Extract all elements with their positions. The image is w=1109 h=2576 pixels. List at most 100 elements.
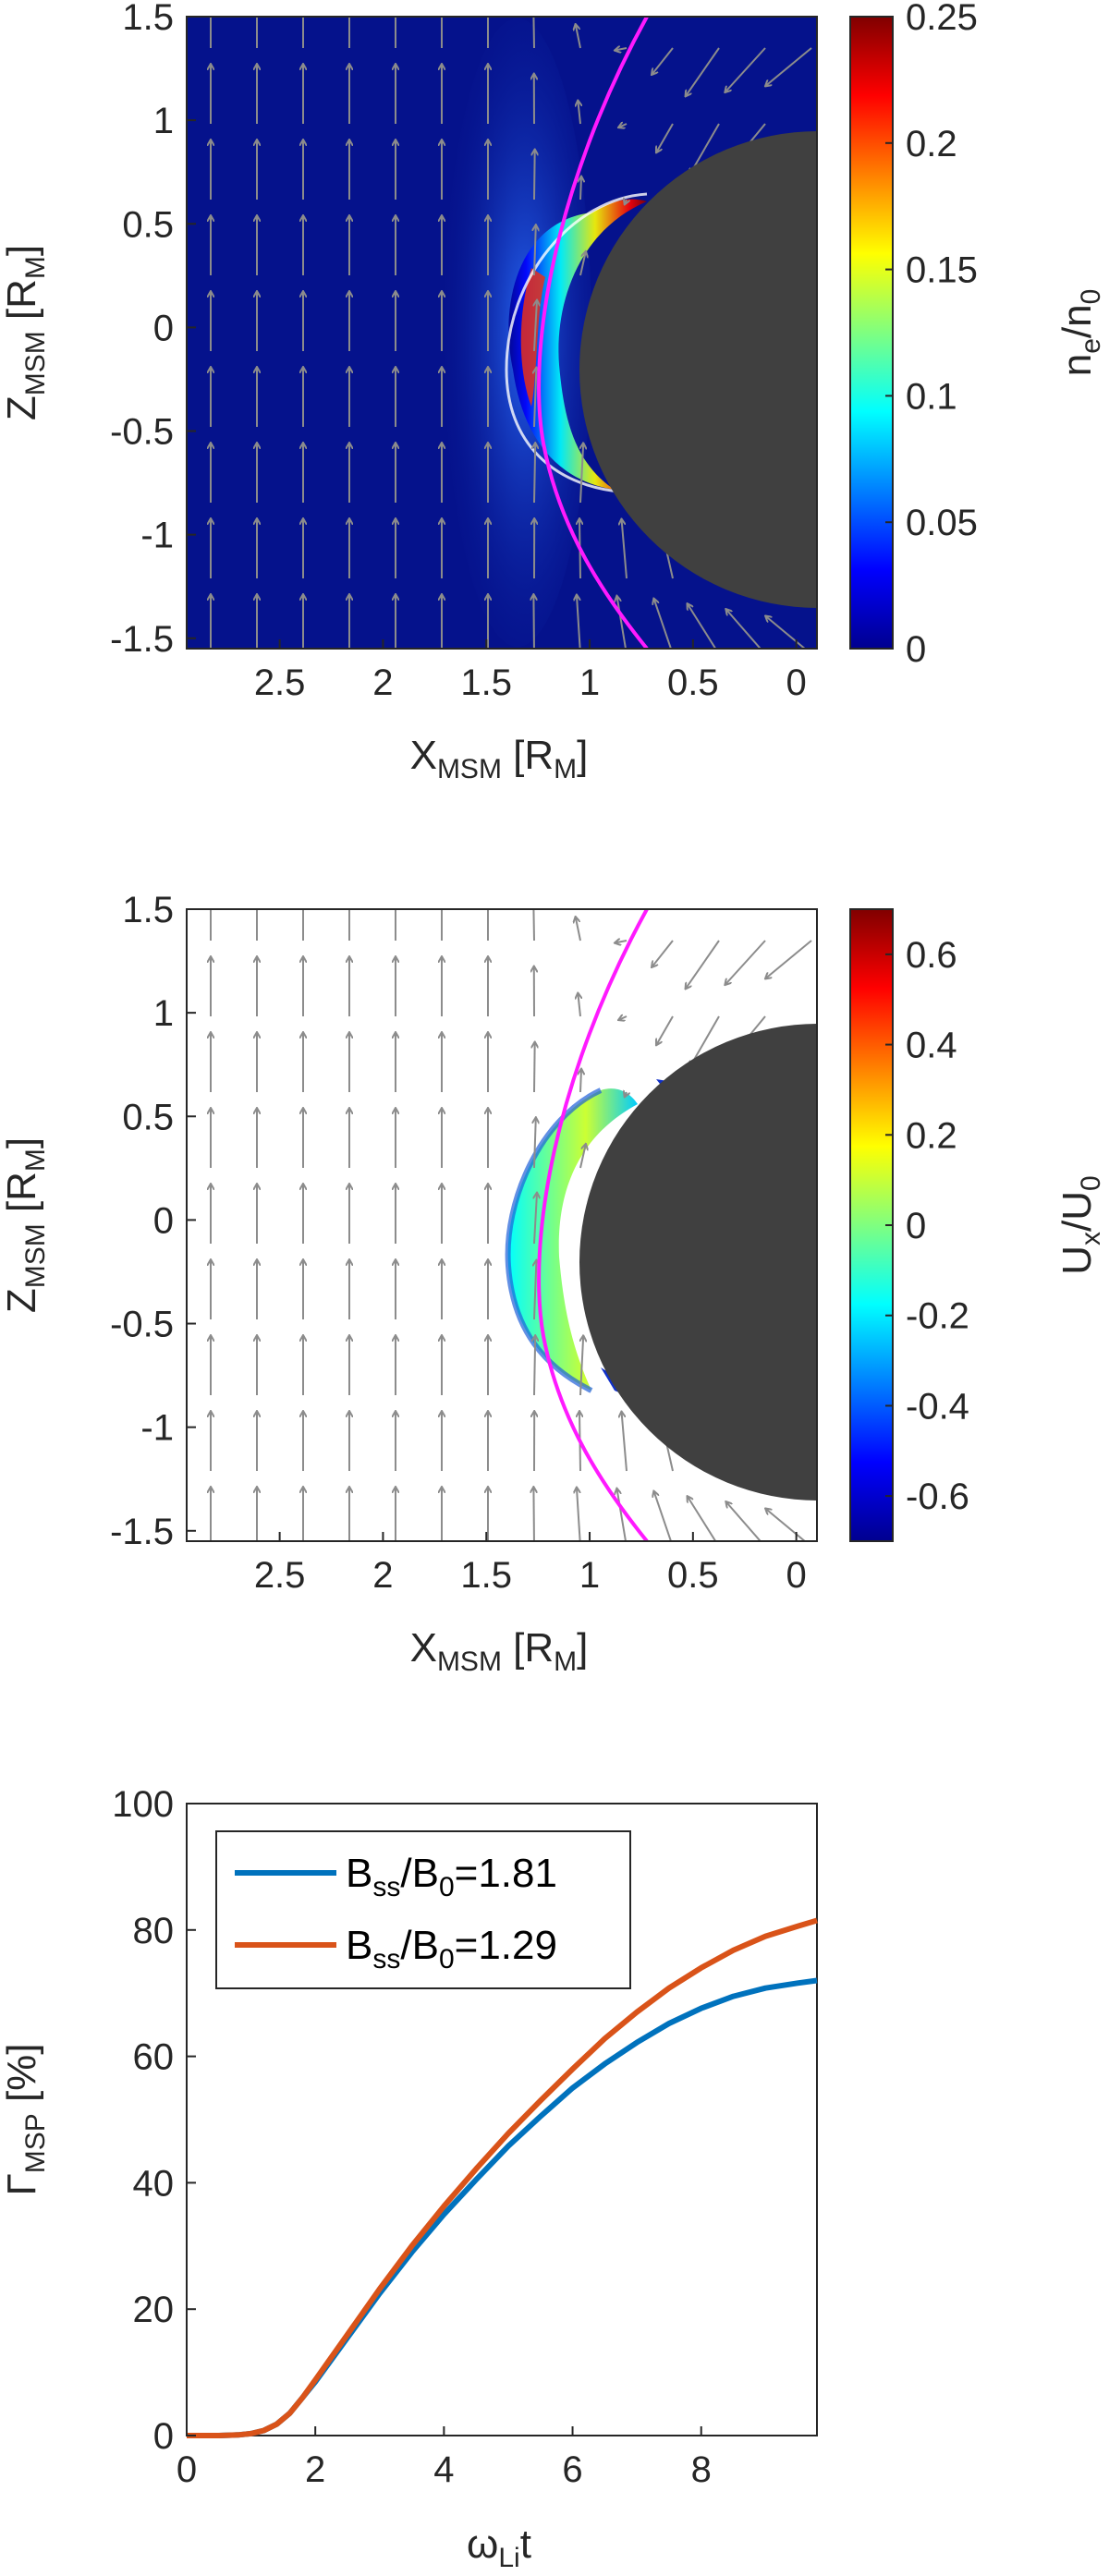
legend-entry-1: Bss/B0=1.29 [346, 1923, 557, 1975]
field-arrow [725, 47, 766, 91]
field-arrow [534, 225, 536, 276]
x-tick-label: 0.5 [667, 1555, 719, 1596]
field-arrow [576, 917, 581, 942]
field-arrow [688, 1497, 717, 1541]
y-axis-label: ZMSM [RM] [0, 1137, 51, 1313]
colorbar-tick-label: 0.15 [906, 250, 978, 291]
field-arrow [654, 599, 673, 649]
field-arrow [534, 1336, 535, 1396]
colorbar [849, 16, 894, 650]
field-arrow [615, 48, 628, 50]
x-axis-label: XMSM [RM] [410, 733, 589, 784]
field-arrow [534, 301, 537, 352]
field-arrow [534, 1118, 536, 1169]
y-tick-label: -1.5 [110, 1512, 174, 1552]
legend: Bss/B0=1.81 Bss/B0=1.29 [215, 1830, 631, 1989]
field-arrow [652, 47, 674, 74]
y-tick-label: 0 [153, 308, 174, 348]
axis-ticks: 2.5 2 1.5 1 0.5 0 1.5 1 0.5 0 -0.5 -1 -1.5 [110, 890, 807, 1596]
y-tick-label: 40 [133, 2163, 175, 2204]
x-tick-label: 0 [786, 1555, 807, 1596]
field-arrow [533, 1488, 534, 1541]
colorbar-tick-label: 0.05 [906, 503, 978, 543]
field-arrow [688, 604, 717, 649]
x-tick-label: 0 [786, 662, 807, 703]
colorbar-tick-label: 0 [906, 1206, 926, 1246]
axis-ticks: 2.5 2 1.5 1 0.5 0 1.5 1 0.5 0 -0.5 -1 -1.5 [110, 0, 807, 703]
field-arrow [622, 519, 628, 579]
field-arrow [654, 1491, 673, 1541]
field-arrow [579, 252, 586, 276]
field-arrow [532, 909, 535, 942]
field-arrow [686, 940, 720, 989]
colorbar-tick-label: 0.1 [906, 376, 957, 417]
colorbar-tick-label: 0.4 [906, 1026, 957, 1066]
field-arrow [532, 17, 535, 49]
y-tick-label: -1 [140, 516, 174, 556]
x-tick-label: 8 [691, 2449, 712, 2490]
x-tick-label: 2.5 [254, 662, 306, 703]
x-axis-label: ωLit [467, 2521, 531, 2573]
series-lines [187, 1917, 818, 2438]
y-tick-label: 1 [153, 101, 174, 141]
field-arrow [686, 47, 720, 96]
y-tick-label: 0 [153, 2416, 174, 2457]
field-arrow [725, 940, 766, 984]
field-arrow [534, 1261, 536, 1320]
magnetosheath-density [508, 199, 647, 490]
y-tick-label: 0 [153, 1200, 174, 1241]
field-arrow [622, 1412, 628, 1472]
density-field [211, 17, 817, 649]
field-arrow [652, 940, 674, 966]
y-tick-label: -1 [140, 1408, 174, 1449]
y-tick-label: 0.5 [122, 204, 174, 245]
field-arrow [533, 595, 534, 649]
y-axis-label: ΓMSP [%] [0, 2043, 51, 2195]
colorbar-tick-label: -0.4 [906, 1386, 969, 1427]
y-tick-label: -0.5 [110, 412, 174, 453]
y-tick-label: 0.5 [122, 1097, 174, 1137]
x-tick-label: 1 [579, 662, 600, 703]
planet [579, 131, 817, 608]
field-arrow [619, 124, 628, 128]
field-arrow [726, 1502, 762, 1541]
y-axis-label: ZMSM [RM] [0, 245, 51, 420]
field-arrow [625, 1092, 627, 1097]
field-arrow [534, 369, 536, 428]
y-tick-label: 1 [153, 993, 174, 1034]
field-arrow [617, 1489, 628, 1541]
colorbar-tick-label: -0.6 [906, 1476, 969, 1517]
field-arrow [617, 597, 628, 649]
colorbar-tick-label: 0.2 [906, 1115, 957, 1156]
field-arrow [534, 444, 535, 504]
x-tick-label: 6 [562, 2449, 582, 2490]
x-tick-label: 1.5 [460, 1555, 512, 1596]
field-arrow [577, 1488, 581, 1541]
x-tick-label: 2 [372, 1555, 393, 1596]
field-arrow [656, 1015, 674, 1044]
planet [579, 1024, 817, 1501]
colorbar-label: Ux/U0 [1054, 1175, 1106, 1274]
colorbar-tick-label: 0.2 [906, 124, 957, 164]
field-arrow [625, 200, 627, 204]
density-contour [505, 192, 648, 493]
colorbar-ticks: 0.25 0.2 0.15 0.1 0.05 0 [885, 0, 978, 670]
colorbar-tick-label: 0.6 [906, 935, 957, 976]
colorbar-label: ne/n0 [1054, 289, 1106, 377]
field-arrow [578, 993, 580, 1017]
field-arrow [577, 595, 581, 649]
field-arrow [579, 1145, 586, 1169]
series-line-1 [187, 1917, 818, 2438]
field-arrow [726, 610, 762, 649]
legend-entry-0: Bss/B0=1.81 [346, 1851, 557, 1902]
field-arrow [578, 101, 580, 125]
field-arrow [534, 1194, 537, 1245]
legend-box [215, 1830, 631, 1989]
y-tick-label: 100 [112, 1784, 174, 1825]
field-arrow [580, 1070, 581, 1093]
field-arrow [580, 1336, 583, 1396]
x-tick-label: 1 [579, 1555, 600, 1596]
field-arrow [580, 444, 583, 504]
